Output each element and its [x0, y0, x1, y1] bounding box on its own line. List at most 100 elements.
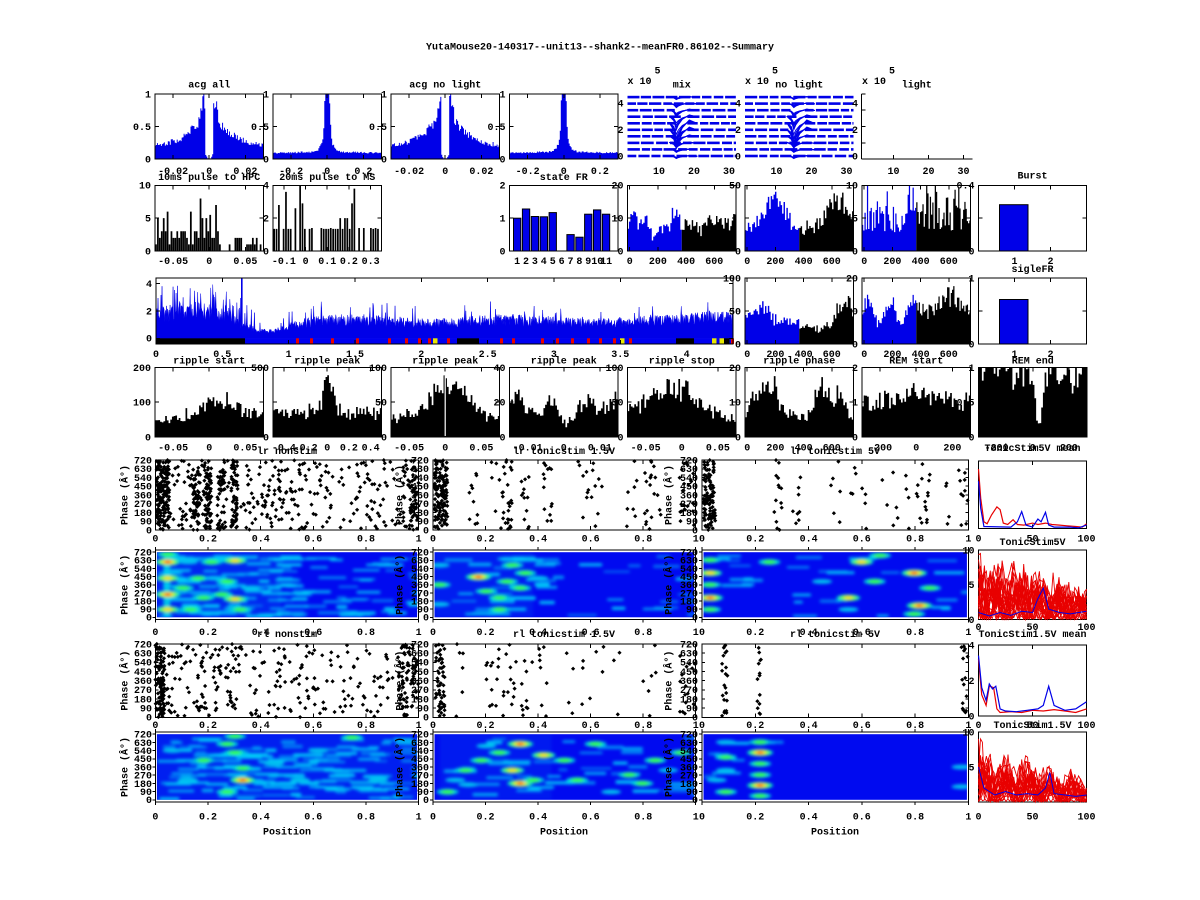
svg-text:4: 4 [146, 280, 152, 291]
svg-text:0: 0 [423, 714, 429, 725]
svg-text:0.4: 0.4 [800, 812, 818, 823]
svg-text:10: 10 [846, 182, 858, 193]
svg-text:0: 0 [206, 167, 212, 178]
svg-text:0.05: 0.05 [706, 443, 730, 454]
svg-text:40: 40 [493, 364, 505, 375]
svg-text:0.4: 0.4 [800, 628, 818, 639]
svg-text:600: 600 [705, 257, 723, 268]
svg-text:50: 50 [1026, 534, 1038, 545]
svg-text:5: 5 [550, 257, 556, 268]
svg-text:630: 630 [411, 465, 429, 476]
svg-text:0: 0 [423, 526, 429, 537]
svg-text:1: 1 [965, 628, 971, 639]
svg-text:630: 630 [680, 465, 698, 476]
svg-text:0.2: 0.2 [340, 443, 358, 454]
svg-text:0.05: 0.05 [469, 443, 493, 454]
svg-text:0: 0 [692, 526, 698, 537]
svg-text:Phase (Â°): Phase (Â°) [392, 651, 406, 711]
svg-text:0.6: 0.6 [853, 534, 871, 545]
svg-text:270: 270 [680, 686, 698, 697]
svg-text:x 10: x 10 [627, 77, 651, 88]
svg-text:0.2: 0.2 [591, 167, 609, 178]
svg-text:20: 20 [922, 167, 934, 178]
svg-text:0: 0 [324, 167, 330, 178]
svg-text:100: 100 [1077, 534, 1095, 545]
svg-text:180: 180 [134, 695, 152, 706]
svg-text:720: 720 [411, 640, 429, 651]
svg-text:light: light [902, 79, 932, 91]
svg-text:4: 4 [263, 182, 269, 193]
svg-text:0.8: 0.8 [634, 628, 652, 639]
svg-text:50: 50 [1026, 812, 1038, 823]
svg-text:0.2: 0.2 [746, 721, 764, 732]
svg-text:450: 450 [411, 755, 429, 766]
svg-text:0: 0 [735, 340, 741, 351]
svg-text:4: 4 [852, 99, 858, 110]
svg-text:1: 1 [416, 721, 422, 732]
svg-text:10: 10 [611, 215, 623, 226]
svg-text:0.6: 0.6 [304, 812, 322, 823]
svg-text:540: 540 [680, 747, 698, 758]
svg-text:1: 1 [968, 364, 974, 375]
svg-text:0.4: 0.4 [529, 534, 547, 545]
svg-text:360: 360 [411, 491, 429, 502]
svg-text:20ms pulse to MS: 20ms pulse to MS [279, 172, 375, 184]
svg-text:7: 7 [567, 257, 573, 268]
svg-text:0: 0 [442, 167, 448, 178]
svg-text:0.4: 0.4 [529, 721, 547, 732]
svg-text:Phase (Â°): Phase (Â°) [117, 651, 131, 711]
svg-text:450: 450 [680, 755, 698, 766]
svg-text:5: 5 [852, 215, 858, 226]
svg-text:180: 180 [411, 509, 429, 520]
svg-text:ripple peak: ripple peak [412, 355, 478, 367]
svg-text:90: 90 [686, 705, 698, 716]
svg-text:mix: mix [673, 79, 691, 91]
svg-text:0.3: 0.3 [362, 257, 380, 268]
svg-text:200: 200 [883, 257, 901, 268]
svg-text:1: 1 [145, 90, 151, 101]
svg-text:1: 1 [416, 812, 422, 823]
svg-text:0.8: 0.8 [906, 721, 924, 732]
svg-text:0.2: 0.2 [340, 257, 358, 268]
svg-text:50: 50 [375, 399, 387, 410]
svg-text:270: 270 [411, 772, 429, 783]
svg-text:0.5: 0.5 [369, 123, 387, 134]
svg-text:4: 4 [968, 641, 974, 652]
svg-text:REM start: REM start [889, 356, 943, 367]
svg-text:0.2: 0.2 [746, 534, 764, 545]
svg-text:180: 180 [411, 597, 429, 608]
svg-text:9: 9 [585, 257, 591, 268]
svg-text:10: 10 [591, 257, 603, 268]
svg-text:180: 180 [411, 695, 429, 706]
svg-text:0.2: 0.2 [199, 812, 217, 823]
svg-text:0: 0 [744, 257, 750, 268]
svg-text:50: 50 [729, 182, 741, 193]
svg-text:20: 20 [493, 399, 505, 410]
svg-text:0: 0 [699, 534, 705, 545]
svg-text:Phase (Â°): Phase (Â°) [117, 737, 131, 797]
svg-text:0: 0 [975, 534, 981, 545]
svg-text:0: 0 [499, 433, 505, 444]
svg-text:0: 0 [852, 247, 858, 258]
svg-text:540: 540 [411, 565, 429, 576]
svg-text:400: 400 [677, 257, 695, 268]
svg-text:0: 0 [852, 152, 858, 163]
svg-text:100: 100 [1077, 623, 1095, 634]
svg-text:0: 0 [430, 721, 436, 732]
svg-text:100: 100 [1077, 812, 1095, 823]
svg-text:0.6: 0.6 [304, 721, 322, 732]
svg-text:100: 100 [1077, 721, 1095, 732]
svg-text:400: 400 [912, 350, 930, 361]
svg-text:180: 180 [134, 780, 152, 791]
svg-text:sigleFR: sigleFR [1011, 264, 1053, 276]
svg-text:0: 0 [617, 152, 623, 163]
svg-text:540: 540 [680, 659, 698, 670]
svg-text:5: 5 [772, 66, 778, 77]
svg-text:0: 0 [699, 628, 705, 639]
svg-text:1: 1 [499, 215, 505, 226]
svg-text:450: 450 [411, 483, 429, 494]
svg-text:360: 360 [411, 581, 429, 592]
svg-text:0.2: 0.2 [199, 628, 217, 639]
svg-text:0: 0 [324, 443, 330, 454]
svg-text:TonicStim5V: TonicStim5V [999, 537, 1065, 549]
